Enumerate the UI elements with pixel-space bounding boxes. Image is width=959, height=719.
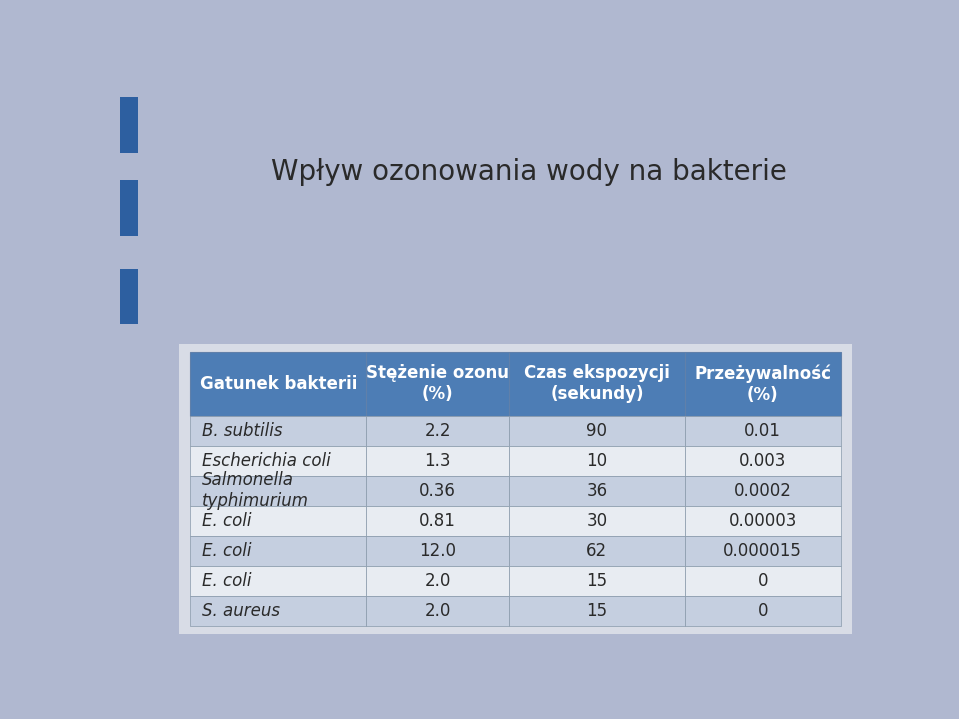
Text: 0: 0 xyxy=(758,602,768,620)
Bar xyxy=(191,596,366,626)
Text: B. subtilis: B. subtilis xyxy=(201,422,282,440)
Bar xyxy=(366,352,509,416)
Bar xyxy=(120,97,138,152)
Text: Salmonella
typhimurium: Salmonella typhimurium xyxy=(201,472,309,510)
Bar xyxy=(509,476,685,506)
Text: E. coli: E. coli xyxy=(201,542,251,560)
Text: 0.36: 0.36 xyxy=(419,482,456,500)
Bar xyxy=(191,566,366,596)
Text: 15: 15 xyxy=(586,602,607,620)
Bar xyxy=(685,352,841,416)
Bar xyxy=(509,416,685,446)
Bar xyxy=(179,344,852,634)
Bar xyxy=(366,446,509,476)
Bar xyxy=(685,536,841,566)
Bar xyxy=(191,352,366,416)
Bar xyxy=(191,536,366,566)
Bar xyxy=(509,352,685,416)
Bar xyxy=(509,536,685,566)
Bar xyxy=(366,506,509,536)
Text: 10: 10 xyxy=(586,452,607,470)
Text: Gatunek bakterii: Gatunek bakterii xyxy=(199,375,357,393)
Text: Czas ekspozycji
(sekundy): Czas ekspozycji (sekundy) xyxy=(524,365,670,403)
Text: S. aureus: S. aureus xyxy=(201,602,280,620)
Bar xyxy=(366,476,509,506)
Text: 0.0002: 0.0002 xyxy=(734,482,792,500)
Bar xyxy=(366,596,509,626)
Bar xyxy=(366,566,509,596)
Text: E. coli: E. coli xyxy=(201,572,251,590)
Bar xyxy=(191,446,366,476)
Text: 0.81: 0.81 xyxy=(419,512,456,530)
Text: Escherichia coli: Escherichia coli xyxy=(201,452,331,470)
Text: 30: 30 xyxy=(586,512,607,530)
Text: E. coli: E. coli xyxy=(201,512,251,530)
Bar xyxy=(509,506,685,536)
Bar xyxy=(685,596,841,626)
Text: Przeżywalność
(%): Przeżywalność (%) xyxy=(694,365,831,403)
Text: 0.000015: 0.000015 xyxy=(723,542,802,560)
Bar xyxy=(509,596,685,626)
Text: 2.0: 2.0 xyxy=(425,602,451,620)
Text: 0: 0 xyxy=(758,572,768,590)
Bar xyxy=(191,416,366,446)
Text: 12.0: 12.0 xyxy=(419,542,456,560)
Bar xyxy=(509,446,685,476)
Text: 1.3: 1.3 xyxy=(424,452,451,470)
Text: 2.2: 2.2 xyxy=(424,422,451,440)
Bar xyxy=(120,180,138,236)
Bar xyxy=(685,416,841,446)
Bar xyxy=(366,416,509,446)
Bar xyxy=(120,269,138,324)
Text: 90: 90 xyxy=(587,422,607,440)
Bar xyxy=(191,506,366,536)
Bar xyxy=(685,566,841,596)
Bar xyxy=(191,476,366,506)
Text: Stężenie ozonu
(%): Stężenie ozonu (%) xyxy=(366,365,509,403)
Bar xyxy=(509,566,685,596)
Text: 62: 62 xyxy=(586,542,607,560)
Bar xyxy=(366,536,509,566)
Text: 2.0: 2.0 xyxy=(425,572,451,590)
Bar xyxy=(685,506,841,536)
Text: Wpływ ozonowania wody na bakterie: Wpływ ozonowania wody na bakterie xyxy=(270,158,786,186)
Text: 0.003: 0.003 xyxy=(739,452,786,470)
Text: 0.00003: 0.00003 xyxy=(729,512,797,530)
Text: 36: 36 xyxy=(586,482,607,500)
Text: 15: 15 xyxy=(586,572,607,590)
Bar xyxy=(685,446,841,476)
Bar xyxy=(685,476,841,506)
Text: 0.01: 0.01 xyxy=(744,422,782,440)
